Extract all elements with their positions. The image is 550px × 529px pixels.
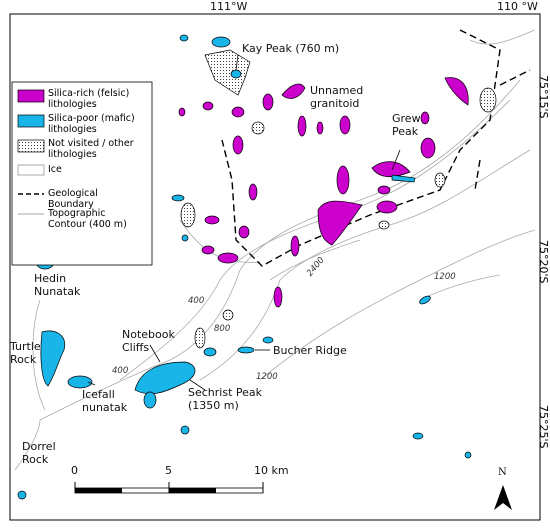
legend-box (11, 81, 153, 266)
place-label: Grew Peak (392, 112, 421, 138)
contour-label: 400 (112, 366, 129, 376)
scale-bar (74, 482, 264, 494)
place-label: Notebook Cliffs (122, 328, 175, 354)
lat-label: 75°25'S (537, 405, 550, 449)
place-label: Hedin Nunatak (34, 272, 81, 298)
geological-boundary (221, 29, 531, 267)
place-label: Dorrel Rock (22, 440, 56, 466)
legend-entry: Topographic Contour (400 m) (48, 208, 127, 230)
contour-label: 800 (214, 324, 231, 334)
legend-entry: Not visited / other lithologies (48, 138, 134, 160)
lat-label: 75°15'S (537, 75, 550, 119)
place-label: Unnamed granitoid (310, 84, 364, 110)
contour-label: 400 (188, 296, 205, 306)
legend-entry: Ice (48, 164, 62, 175)
place-label: Kay Peak (760 m) (242, 42, 340, 55)
place-label: Bucher Ridge (273, 344, 347, 357)
legend-entry: Geological Boundary (48, 188, 98, 210)
lon-label: 110 °W (497, 0, 538, 13)
leader-lines (87, 54, 401, 391)
contour-label: 1200 (434, 272, 456, 282)
legend-entry: Silica-rich (felsic) lithologies (48, 88, 130, 110)
contour-label: 1200 (256, 372, 278, 382)
contours (14, 29, 536, 471)
scale-label: 10 km (254, 464, 289, 477)
place-label: Icefall nunatak (82, 388, 128, 414)
scale-label: 0 (71, 464, 78, 477)
scale-label: 5 (165, 464, 172, 477)
legend-entry: Silica-poor (mafic) lithologies (48, 113, 135, 135)
north-arrow (494, 485, 512, 510)
place-label: Turtle Rock (10, 340, 41, 366)
lat-label: 75°20'S (537, 240, 550, 284)
place-label: Sechrist Peak (1350 m) (188, 386, 263, 412)
lon-label: 111°W (210, 0, 248, 13)
north-label: N (498, 467, 507, 478)
